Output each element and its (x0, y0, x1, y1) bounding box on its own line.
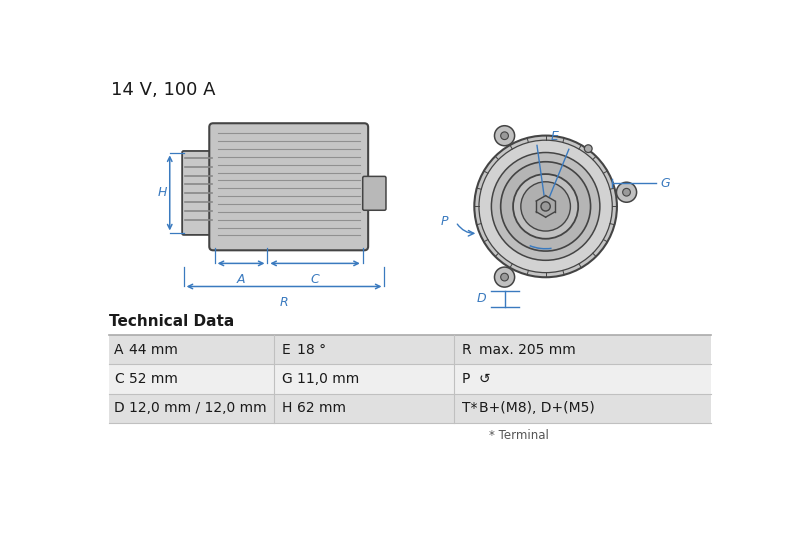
FancyBboxPatch shape (110, 364, 710, 393)
Text: A: A (237, 273, 246, 286)
Text: 11,0 mm: 11,0 mm (297, 372, 359, 386)
Text: D: D (114, 401, 125, 415)
Polygon shape (546, 196, 555, 206)
Text: 52 mm: 52 mm (130, 372, 178, 386)
FancyBboxPatch shape (210, 123, 368, 251)
FancyBboxPatch shape (110, 335, 710, 364)
Circle shape (491, 152, 600, 260)
Polygon shape (546, 201, 555, 212)
Circle shape (541, 202, 550, 211)
Text: P: P (462, 372, 470, 386)
Circle shape (494, 126, 514, 146)
Text: Technical Data: Technical Data (110, 314, 234, 329)
Circle shape (501, 132, 509, 140)
Circle shape (501, 161, 590, 251)
Text: H: H (282, 401, 292, 415)
FancyBboxPatch shape (362, 176, 386, 210)
Text: G: G (282, 372, 292, 386)
Text: C: C (114, 372, 124, 386)
Polygon shape (546, 206, 555, 217)
Text: D: D (477, 292, 486, 305)
Circle shape (584, 145, 592, 152)
FancyBboxPatch shape (182, 151, 214, 235)
Text: 62 mm: 62 mm (297, 401, 346, 415)
Text: * Terminal: * Terminal (489, 429, 549, 442)
Text: C: C (310, 273, 319, 286)
Text: 14 V, 100 A: 14 V, 100 A (111, 81, 215, 99)
Circle shape (479, 140, 612, 273)
Circle shape (622, 188, 630, 196)
FancyBboxPatch shape (110, 393, 710, 423)
Text: E: E (550, 130, 558, 143)
Circle shape (513, 174, 578, 239)
Text: R: R (462, 343, 471, 357)
Circle shape (501, 273, 509, 281)
Text: ↺: ↺ (479, 372, 490, 386)
Text: 18 °: 18 ° (297, 343, 326, 357)
Polygon shape (536, 196, 546, 206)
Text: H: H (158, 187, 167, 199)
Text: max. 205 mm: max. 205 mm (479, 343, 576, 357)
Polygon shape (536, 206, 546, 217)
Text: B+(M8), D+(M5): B+(M8), D+(M5) (479, 401, 594, 415)
Circle shape (617, 182, 637, 202)
Circle shape (521, 182, 570, 231)
Text: G: G (660, 177, 670, 190)
Text: E: E (282, 343, 290, 357)
Text: P: P (441, 215, 449, 228)
Text: T*: T* (462, 401, 478, 415)
Polygon shape (536, 201, 546, 212)
Text: R: R (280, 296, 288, 309)
Text: A: A (114, 343, 123, 357)
Circle shape (494, 267, 514, 287)
Text: 12,0 mm / 12,0 mm: 12,0 mm / 12,0 mm (130, 401, 267, 415)
Text: 44 mm: 44 mm (130, 343, 178, 357)
Circle shape (474, 135, 617, 277)
